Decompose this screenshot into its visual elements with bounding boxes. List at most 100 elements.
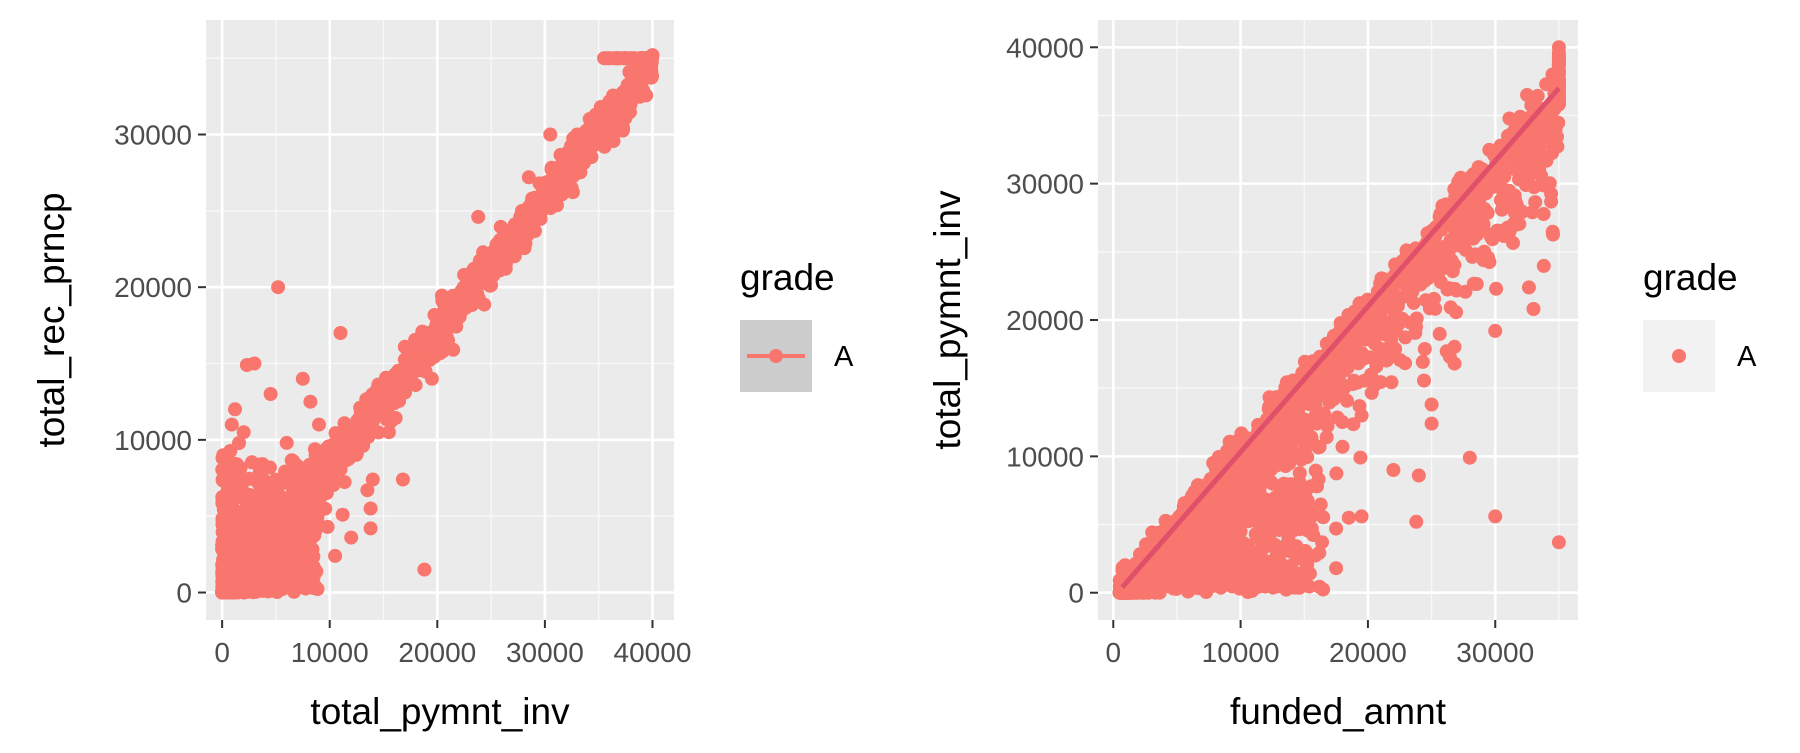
right-data-point (1424, 397, 1439, 412)
right-data-point (1301, 513, 1316, 528)
right-data-point (1297, 553, 1312, 567)
right-data-point (1177, 496, 1192, 511)
right-data-point (1536, 207, 1551, 221)
right-data-point (1354, 509, 1369, 524)
left-data-point (597, 51, 612, 66)
right-data-point (1415, 354, 1430, 369)
left-data-point (220, 509, 234, 524)
right-data-point (1259, 573, 1274, 588)
right-data-point (1447, 356, 1462, 371)
right-data-point (1376, 345, 1391, 360)
left-plot-smooth (225, 50, 655, 588)
right-y-tick-label: 10000 (1006, 441, 1084, 472)
left-data-point (302, 457, 317, 472)
right-data-point (1310, 479, 1324, 494)
right-data-point (1208, 530, 1223, 545)
right-data-point (1269, 437, 1284, 452)
right-data-point (1393, 290, 1408, 305)
right-data-point (1409, 514, 1424, 529)
left-data-point (225, 524, 240, 539)
right-data-point (1189, 520, 1203, 535)
left-data-point (566, 169, 580, 184)
right-data-point (1545, 146, 1560, 161)
right-y-tick-label: 40000 (1006, 32, 1084, 63)
right-data-point (1297, 394, 1312, 409)
left-data-point (244, 455, 259, 470)
left-data-point (605, 119, 620, 134)
right-data-point (1462, 450, 1477, 465)
right-data-point (1278, 452, 1293, 467)
right-data-point (1292, 432, 1307, 447)
right-legend-label: A (1737, 341, 1757, 373)
right-data-point (1292, 414, 1307, 429)
right-plot: 0 10000 20000 30000 0 10000 20000 30000 40000 f… (927, 20, 1757, 732)
left-data-point (613, 51, 628, 66)
right-data-point (1280, 477, 1295, 492)
right-data-point (1329, 561, 1344, 576)
right-data-point (1213, 580, 1228, 595)
right-data-point (1329, 466, 1344, 481)
right-data-point (1233, 524, 1248, 539)
left-data-point (360, 483, 375, 498)
right-data-point (1367, 336, 1382, 351)
right-data-point (1175, 558, 1190, 572)
left-data-point (313, 489, 328, 504)
right-data-point (1502, 111, 1517, 126)
right-data-point (1466, 276, 1481, 291)
left-data-point (252, 464, 267, 479)
left-y-tick-label: 20000 (114, 272, 192, 303)
right-data-point (1320, 419, 1335, 434)
right-data-point (1432, 326, 1447, 341)
right-data-point (1521, 280, 1536, 295)
left-data-point (471, 209, 486, 224)
right-data-point (1341, 510, 1356, 525)
right-data-point (1470, 227, 1484, 242)
right-data-point (1548, 121, 1563, 136)
left-data-point (260, 475, 275, 490)
right-data-point (1230, 569, 1245, 584)
right-data-point (1411, 265, 1426, 280)
right-data-point (1312, 545, 1327, 560)
left-data-point (239, 358, 254, 372)
right-data-point (1392, 316, 1406, 331)
right-data-point (1399, 278, 1414, 293)
left-data-point (521, 170, 536, 185)
right-data-point (1144, 584, 1159, 598)
right-data-point (1458, 242, 1473, 257)
right-data-point (1346, 417, 1361, 432)
right-data-point (1253, 454, 1268, 469)
left-data-point (333, 326, 348, 340)
left-data-point (576, 153, 591, 168)
left-data-point (287, 556, 302, 571)
right-data-point (1265, 476, 1280, 491)
right-data-point (1393, 353, 1408, 368)
right-data-point (1146, 569, 1160, 584)
right-y-tick-label: 30000 (1006, 169, 1084, 200)
left-data-point (233, 460, 248, 475)
right-data-point (1498, 183, 1513, 198)
right-data-point (1292, 522, 1307, 537)
left-data-point (585, 137, 599, 152)
left-data-point (271, 478, 285, 493)
right-data-point (1424, 416, 1439, 431)
right-data-point (1544, 109, 1559, 124)
left-data-point (263, 557, 278, 572)
right-data-point (1522, 169, 1536, 184)
right-data-point (1551, 53, 1566, 68)
right-data-point (1411, 468, 1426, 483)
right-data-point (1302, 579, 1317, 594)
right-data-point (1316, 510, 1331, 525)
left-data-point (261, 486, 276, 501)
right-plot-x-ticks: 0 10000 20000 30000 (1105, 620, 1534, 668)
left-data-point (381, 425, 396, 440)
left-data-point (408, 378, 423, 393)
left-y-axis-title: total_rec_prncp (31, 192, 72, 447)
left-data-point (477, 297, 492, 312)
right-data-point (1335, 360, 1349, 375)
right-data-point (1313, 497, 1328, 512)
left-data-point (215, 473, 230, 488)
left-data-point (233, 535, 248, 550)
right-data-point (1545, 67, 1560, 82)
right-legend: grade A (1643, 257, 1757, 392)
